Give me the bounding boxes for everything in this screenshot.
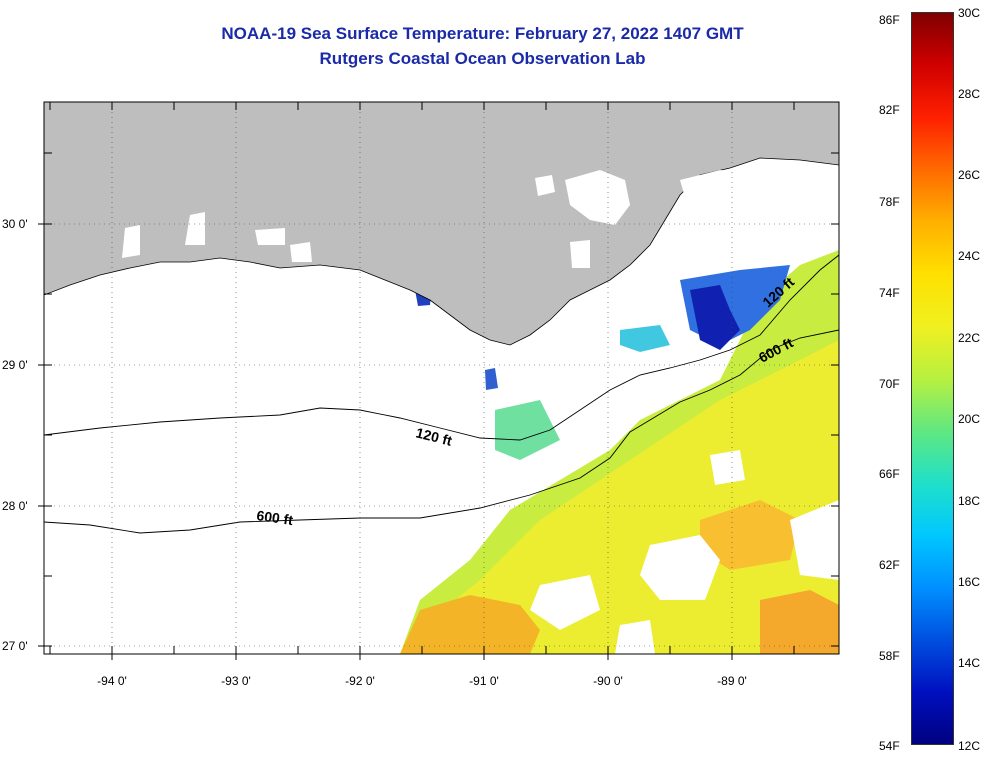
colorbar-f-label: 74F	[879, 286, 900, 300]
sst-cyan-patch	[620, 325, 670, 352]
land-lake	[290, 242, 312, 262]
cloud-gap	[640, 535, 720, 600]
lat-label-30: 30 0'	[2, 217, 28, 231]
lon-label-93: -93 0'	[221, 674, 251, 688]
land-lake	[535, 175, 555, 196]
land-lake	[570, 240, 590, 268]
map-frame	[43, 101, 840, 655]
land-lake	[122, 225, 140, 258]
contour-600ft	[44, 329, 839, 534]
sst-orange-spots	[700, 500, 800, 570]
colorbar-f-label: 70F	[879, 377, 900, 391]
contour-120ft	[44, 254, 839, 441]
colorbar-c-label: 24C	[958, 249, 981, 263]
map-subtitle: Rutgers Coastal Ocean Observation Lab	[319, 49, 646, 68]
cloud-gap	[530, 575, 600, 630]
sst-yellow-region	[410, 340, 839, 654]
colorbar-f-label: 78F	[879, 195, 900, 209]
sst-orange-region	[400, 595, 540, 654]
sst-blue-patch	[485, 368, 498, 390]
lon-label-90: -90 0'	[593, 674, 623, 688]
sst-orange-region-east	[760, 590, 839, 654]
colorbar-c-label: 18C	[958, 494, 981, 508]
temperature-colorbar	[911, 12, 954, 745]
lat-label-27: 27 0'	[2, 639, 28, 653]
cloud-gap	[710, 450, 745, 485]
land-lake	[255, 228, 285, 245]
contour-label: 600 ft	[256, 507, 295, 528]
colorbar-c-label: 22C	[958, 331, 981, 345]
lat-label-29: 29 0'	[2, 358, 28, 372]
colorbar-c-label: 14C	[958, 656, 981, 670]
lon-label-89: -89 0'	[717, 674, 747, 688]
colorbar-c-label: 26C	[958, 168, 981, 182]
cloud-gap	[615, 620, 655, 654]
lat-lon-grid	[44, 102, 839, 654]
colorbar-c-label: 20C	[958, 412, 981, 426]
colorbar-c-label: 16C	[958, 575, 981, 589]
sst-coldest-plume	[690, 285, 740, 350]
land-lake	[565, 170, 630, 225]
map-title: NOAA-19 Sea Surface Temperature: Februar…	[221, 24, 744, 43]
land-lake	[185, 212, 205, 245]
colorbar-f-label: 86F	[879, 13, 900, 27]
colorbar-f-label: 58F	[879, 649, 900, 663]
colorbar-c-label: 30C	[958, 6, 981, 20]
colorbar-c-label: 12C	[958, 739, 981, 753]
colorbar-c-label: 28C	[958, 87, 981, 101]
colorbar-f-label: 82F	[879, 103, 900, 117]
land-lake	[680, 170, 780, 265]
lat-label-28: 28 0'	[2, 499, 28, 513]
lon-label-91: -91 0'	[469, 674, 499, 688]
lon-label-92: -92 0'	[345, 674, 375, 688]
lon-label-94: -94 0'	[97, 674, 127, 688]
map-ticks	[38, 102, 839, 660]
colorbar-f-label: 66F	[879, 467, 900, 481]
sst-green-patch	[495, 400, 560, 460]
colorbar-f-label: 54F	[879, 739, 900, 753]
colorbar-f-label: 62F	[879, 558, 900, 572]
cloud-gap	[790, 500, 839, 580]
